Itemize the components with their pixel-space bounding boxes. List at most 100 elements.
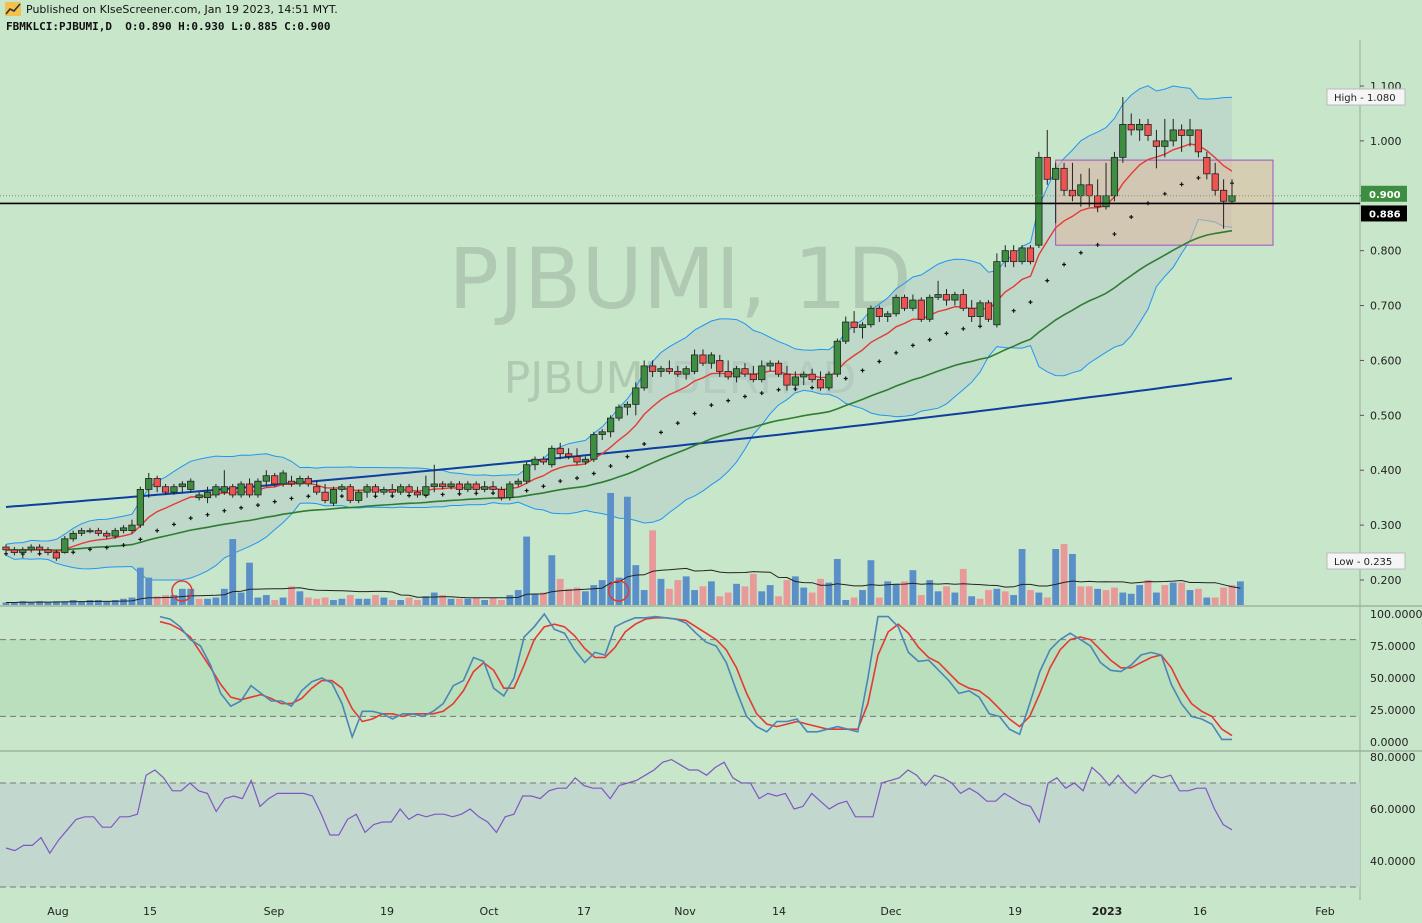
candle-body xyxy=(195,494,203,499)
volume-bar xyxy=(136,567,144,605)
candle-body xyxy=(1152,140,1161,147)
x-tick-label: Sep xyxy=(264,905,285,918)
volume-bar xyxy=(632,565,640,605)
ema-cross-marker xyxy=(1179,182,1184,187)
stoch-tick-label: 25.0000 xyxy=(1370,704,1416,717)
ema-cross-marker xyxy=(339,494,344,499)
ema-cross-marker xyxy=(709,403,714,408)
candle-body xyxy=(220,486,228,493)
ema-cross-marker xyxy=(877,359,882,364)
candle-body xyxy=(875,307,883,317)
candle-body xyxy=(203,491,212,499)
candle-body xyxy=(1178,129,1186,136)
x-tick-label: 17 xyxy=(577,905,591,918)
candle-body xyxy=(422,486,430,496)
volume-bar xyxy=(623,496,631,605)
volume-bar xyxy=(481,600,489,605)
candle-body xyxy=(657,368,665,372)
volume-bar xyxy=(531,593,539,605)
x-tick-label: Feb xyxy=(1315,905,1334,918)
candle-body xyxy=(1119,124,1127,158)
candle-body xyxy=(489,486,497,490)
volume-bar xyxy=(19,601,27,605)
candle-body xyxy=(321,491,329,501)
candle-body xyxy=(44,549,52,553)
volume-bar xyxy=(657,578,665,605)
volume-bar xyxy=(548,555,556,605)
ema-cross-marker xyxy=(188,516,193,521)
candle-body xyxy=(52,552,60,559)
volume-bar xyxy=(220,588,228,605)
price-tick-label: 0.300 xyxy=(1370,519,1402,532)
volume-bar xyxy=(665,588,673,605)
candle-body xyxy=(464,483,472,490)
volume-bar xyxy=(607,493,615,605)
candle-body xyxy=(19,549,27,553)
candle-body xyxy=(77,530,86,534)
candle-body xyxy=(170,486,178,493)
price-tick-label: 0.800 xyxy=(1370,245,1402,258)
volume-bar xyxy=(237,592,245,605)
volume-bar xyxy=(691,590,698,605)
candle-body xyxy=(581,458,590,463)
volume-bar xyxy=(464,598,472,605)
volume-bar xyxy=(825,582,833,605)
ohlc-readout: FBMKLCI:PJBUMI,D O:0.890 H:0.930 L:0.885… xyxy=(6,20,331,33)
candle-body xyxy=(951,294,959,301)
candle-body xyxy=(523,464,531,482)
candle-body xyxy=(61,538,69,553)
volume-bar xyxy=(1203,597,1211,605)
candle-body xyxy=(439,483,447,488)
candle-body xyxy=(1127,124,1135,131)
volume-bar xyxy=(582,591,589,605)
candle-body xyxy=(976,302,984,317)
volume-bar xyxy=(414,600,421,605)
candle-body xyxy=(1077,184,1085,197)
volume-bar xyxy=(1027,590,1034,605)
volume-bar xyxy=(1052,549,1060,605)
stoch-k-line xyxy=(159,612,1232,741)
volume-bar xyxy=(749,573,757,605)
candle-body xyxy=(161,486,170,493)
ema-cross-marker xyxy=(524,488,529,493)
volume-bar xyxy=(1144,580,1152,605)
candle-body xyxy=(1085,184,1093,197)
ema-cross-marker xyxy=(457,491,462,496)
supply-zone xyxy=(1055,159,1274,246)
volume-bar xyxy=(36,601,43,605)
volume-bar xyxy=(909,570,917,605)
volume-bar xyxy=(422,596,430,605)
ema-cross-marker xyxy=(1078,250,1083,255)
candle-body xyxy=(682,368,690,375)
volume-bar xyxy=(699,586,707,605)
ema-cross-marker xyxy=(222,508,227,513)
volume-bar xyxy=(1169,582,1177,605)
volume-bar xyxy=(296,591,304,605)
volume-bar xyxy=(94,600,102,605)
volume-bar xyxy=(716,596,724,605)
volume-bar xyxy=(968,596,976,605)
candle-body xyxy=(1110,156,1119,197)
x-tick-label: Oct xyxy=(479,905,499,918)
ema-cross-marker xyxy=(71,550,76,555)
volume-bar xyxy=(204,598,211,605)
ema-cross-marker xyxy=(894,350,899,355)
candle-body xyxy=(749,373,757,381)
volume-bar xyxy=(615,577,623,605)
volume-bar xyxy=(523,536,531,605)
candle-body xyxy=(1035,156,1043,246)
volume-bar xyxy=(52,601,60,605)
ema-cross-marker xyxy=(272,499,277,504)
ema-cross-marker xyxy=(541,484,546,489)
x-tick-label: Aug xyxy=(47,905,68,918)
price-tick-label: 1.000 xyxy=(1370,135,1402,148)
ema-cross-marker xyxy=(104,545,109,550)
stoch-tick-label: 100.0000 xyxy=(1370,608,1422,621)
candle-body xyxy=(816,379,825,389)
candle-body xyxy=(10,549,18,553)
candle-body xyxy=(363,486,371,493)
candle-body xyxy=(1136,124,1144,131)
volume-bar xyxy=(1127,593,1135,605)
